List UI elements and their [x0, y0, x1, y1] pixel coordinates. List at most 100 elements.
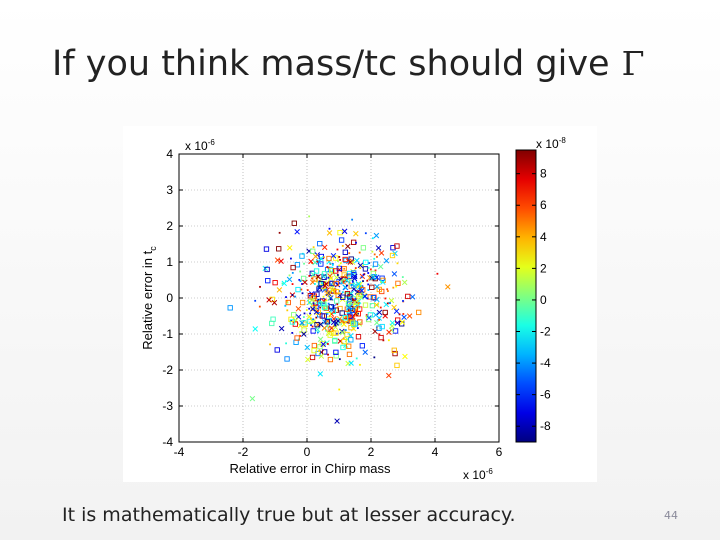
data-point — [346, 343, 352, 349]
data-point — [378, 333, 381, 336]
data-point — [358, 287, 365, 294]
data-point — [252, 326, 258, 332]
colorbar-tick-label: -2 — [540, 325, 551, 339]
data-point — [311, 277, 313, 280]
data-point — [339, 329, 346, 336]
data-point — [308, 258, 314, 265]
data-point — [299, 320, 305, 326]
data-point — [369, 268, 372, 271]
data-point — [324, 290, 330, 296]
data-point — [285, 342, 288, 345]
data-point — [389, 302, 391, 305]
data-point — [396, 262, 399, 265]
data-point — [341, 291, 344, 294]
data-point — [354, 267, 357, 269]
data-point — [379, 323, 385, 330]
data-point — [310, 328, 316, 334]
data-point — [325, 288, 328, 291]
data-point — [327, 332, 333, 338]
data-point — [436, 272, 439, 275]
data-point — [374, 319, 380, 326]
data-point — [389, 252, 396, 259]
data-point — [323, 281, 329, 287]
data-point — [319, 300, 322, 303]
data-point — [291, 294, 294, 296]
data-point — [288, 274, 291, 277]
data-point — [389, 320, 396, 326]
data-point — [276, 246, 282, 252]
data-point — [303, 312, 306, 315]
data-point — [299, 331, 302, 333]
data-point — [308, 307, 311, 310]
data-point — [317, 241, 323, 247]
data-point — [343, 316, 349, 322]
data-point — [373, 253, 376, 256]
data-point — [330, 318, 333, 321]
data-point — [284, 304, 287, 307]
data-point — [286, 299, 289, 302]
data-point — [298, 278, 301, 281]
data-point — [291, 283, 294, 285]
colorbar-tick-label: 4 — [540, 230, 547, 244]
data-point — [380, 279, 386, 285]
x-axis-label: Relative error in Chirp mass — [229, 461, 391, 476]
data-point — [378, 318, 381, 321]
data-point — [322, 295, 325, 298]
data-point — [340, 294, 346, 300]
data-point — [327, 302, 330, 305]
data-point — [312, 318, 315, 321]
data-point — [336, 303, 339, 306]
data-point — [362, 264, 364, 267]
data-point — [324, 319, 330, 325]
data-point — [367, 283, 370, 286]
data-point — [326, 258, 332, 265]
data-point — [337, 229, 343, 236]
colorbar-tick-label: 8 — [540, 167, 547, 181]
data-point — [367, 312, 374, 318]
data-point — [328, 275, 334, 282]
data-point — [376, 286, 382, 293]
data-point — [362, 266, 369, 272]
data-point — [394, 362, 400, 369]
data-point — [269, 320, 275, 327]
data-point — [374, 283, 380, 290]
data-point — [374, 269, 377, 272]
data-point — [401, 314, 407, 320]
data-point — [362, 273, 365, 276]
data-point — [312, 246, 315, 249]
data-point — [278, 231, 281, 234]
data-point — [315, 316, 318, 319]
y-tick-label: -4 — [162, 435, 173, 449]
data-point — [362, 302, 369, 308]
data-point — [310, 324, 312, 326]
data-point — [386, 288, 389, 291]
data-point — [321, 274, 327, 280]
colorbar-exponent-label: x 10-8 — [536, 136, 566, 151]
data-point — [327, 326, 334, 333]
data-point — [336, 274, 339, 276]
data-point — [401, 276, 404, 278]
data-point — [346, 351, 353, 358]
data-point — [313, 268, 320, 274]
data-point — [405, 293, 411, 300]
data-point — [317, 343, 323, 350]
data-point — [301, 331, 307, 337]
data-point — [359, 363, 361, 366]
data-point — [300, 288, 303, 291]
data-point — [373, 232, 380, 239]
colorbar-tick-label: 0 — [540, 293, 547, 307]
data-point — [360, 276, 363, 279]
data-point — [326, 266, 329, 268]
data-point — [333, 349, 339, 356]
scatter-chart: x 10-6 Relative error in tc Relative err… — [140, 136, 566, 482]
data-point — [249, 395, 256, 402]
data-point — [392, 350, 398, 357]
data-point — [338, 237, 345, 243]
data-point — [290, 264, 296, 271]
data-point — [352, 273, 358, 280]
data-point — [290, 257, 292, 260]
data-point — [339, 262, 342, 265]
data-point — [328, 227, 331, 230]
y-tick-label: -3 — [162, 399, 173, 413]
data-point — [299, 270, 302, 273]
